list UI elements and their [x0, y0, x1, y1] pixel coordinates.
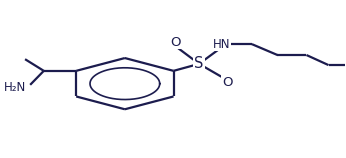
Text: H₂N: H₂N: [4, 81, 26, 94]
Text: O: O: [170, 36, 181, 49]
Text: S: S: [194, 56, 204, 71]
Text: O: O: [222, 76, 233, 89]
Text: HN: HN: [212, 38, 230, 51]
